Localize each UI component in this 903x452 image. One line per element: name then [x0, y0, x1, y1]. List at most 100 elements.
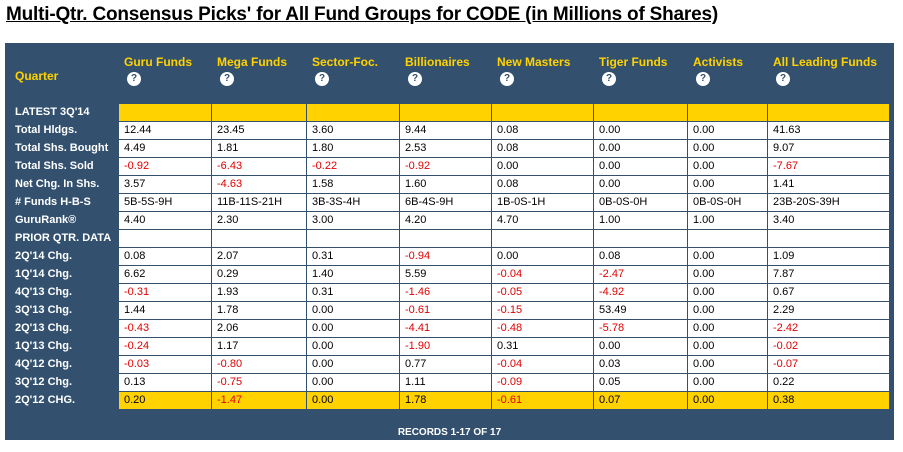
table-cell: 4.70 — [491, 211, 594, 230]
table-cell: 5.59 — [399, 265, 492, 284]
table-cell: 3.40 — [767, 211, 890, 230]
table-cell: 0.00 — [687, 175, 768, 194]
table-cell — [491, 229, 594, 248]
table-cell: 0.31 — [306, 283, 400, 302]
table-cell: 0.08 — [118, 247, 212, 266]
row-label: Total Shs. Bought — [9, 139, 119, 158]
column-header-label: Quarter — [15, 68, 59, 83]
table-cell: 1.78 — [399, 391, 492, 410]
consensus-table: Quarter Guru Funds? Mega Funds? Sector-Foc.… — [9, 47, 890, 410]
table-cell: 0.08 — [491, 121, 594, 140]
table-cell: 7.87 — [767, 265, 890, 284]
table-cell — [399, 103, 492, 122]
table-cell: 0.00 — [593, 337, 688, 356]
table-cell: 0.00 — [687, 265, 768, 284]
help-icon[interactable]: ? — [315, 72, 329, 86]
column-header-label: Mega Funds — [217, 55, 288, 69]
table-cell: 2.06 — [211, 319, 307, 338]
help-icon[interactable]: ? — [602, 72, 616, 86]
table-cell: 0.77 — [399, 355, 492, 374]
table-cell — [767, 229, 890, 248]
table-cell: -0.24 — [118, 337, 212, 356]
table-cell: 9.07 — [767, 139, 890, 158]
table-cell: 11B-11S-21H — [211, 193, 307, 212]
table-cell — [593, 229, 688, 248]
table-row: 1Q'13 Chg. -0.24 1.17 0.00 -1.90 0.31 0.00 0.00… — [9, 337, 890, 356]
row-label: Net Chg. In Shs. — [9, 175, 119, 194]
table-cell: -1.46 — [399, 283, 492, 302]
column-header-mega-funds: Mega Funds? — [211, 47, 307, 104]
table-cell: 23.45 — [211, 121, 307, 140]
help-icon[interactable]: ? — [776, 72, 790, 86]
table-cell: 0.00 — [687, 391, 768, 410]
table-cell: 0.00 — [306, 373, 400, 392]
table-cell: 1.81 — [211, 139, 307, 158]
help-icon[interactable]: ? — [127, 72, 141, 86]
table-cell: 4.49 — [118, 139, 212, 158]
column-header-new-masters: New Masters? — [491, 47, 594, 104]
row-label: # Funds H-B-S — [9, 193, 119, 212]
row-label: 2Q'12 CHG. — [9, 391, 119, 410]
table-cell: 12.44 — [118, 121, 212, 140]
table-cell — [491, 103, 594, 122]
table-row: 1Q'14 Chg. 6.62 0.29 1.40 5.59 -0.04 -2.47 0.00… — [9, 265, 890, 284]
row-label: 3Q'13 Chg. — [9, 301, 119, 320]
table-cell: 9.44 — [399, 121, 492, 140]
table-cell: 0.67 — [767, 283, 890, 302]
table-cell: 53.49 — [593, 301, 688, 320]
column-header-label: New Masters — [497, 55, 571, 69]
table-row: 3Q'12 Chg. 0.13 -0.75 0.00 1.11 -0.09 0.05 0.00… — [9, 373, 890, 392]
table-cell: 5B-5S-9H — [118, 193, 212, 212]
table-row: 2Q'12 CHG. 0.20 -1.47 0.00 1.78 -0.61 0.07 0.00… — [9, 391, 890, 410]
help-icon[interactable]: ? — [500, 72, 514, 86]
table-cell: -0.05 — [491, 283, 594, 302]
table-cell: 0.08 — [593, 247, 688, 266]
table-row: PRIOR QTR. DATA — [9, 229, 890, 248]
row-label: Total Hldgs. — [9, 121, 119, 140]
table-cell: -0.92 — [118, 157, 212, 176]
column-header-label: Guru Funds — [124, 55, 192, 69]
table-cell: 1.80 — [306, 139, 400, 158]
table-cell — [593, 103, 688, 122]
table-cell: 0.00 — [593, 121, 688, 140]
table-cell: 1.93 — [211, 283, 307, 302]
table-cell — [306, 103, 400, 122]
table-row: 3Q'13 Chg. 1.44 1.78 0.00 -0.61 -0.15 53.49 0.0… — [9, 301, 890, 320]
table-cell: 6.62 — [118, 265, 212, 284]
help-icon[interactable]: ? — [220, 72, 234, 86]
table-cell: 0.00 — [687, 283, 768, 302]
table-row: 4Q'13 Chg. -0.31 1.93 0.31 -1.46 -0.05 -4.92 0.… — [9, 283, 890, 302]
table-cell: -0.07 — [767, 355, 890, 374]
table-cell: 3.00 — [306, 211, 400, 230]
table-row: Total Hldgs. 12.44 23.45 3.60 9.44 0.08 0.00 0.… — [9, 121, 890, 140]
table-cell: 0.00 — [687, 373, 768, 392]
row-label: 2Q'13 Chg. — [9, 319, 119, 338]
column-header-activists: Activists? — [687, 47, 768, 104]
column-header-guru-funds: Guru Funds? — [118, 47, 212, 104]
table-cell: -4.92 — [593, 283, 688, 302]
help-icon[interactable]: ? — [696, 72, 710, 86]
table-cell: 6B-4S-9H — [399, 193, 492, 212]
table-cell: -4.41 — [399, 319, 492, 338]
table-cell: 1.17 — [211, 337, 307, 356]
table-row: Total Shs. Bought 4.49 1.81 1.80 2.53 0.08 0.0… — [9, 139, 890, 158]
row-label: 1Q'14 Chg. — [9, 265, 119, 284]
table-cell: -0.09 — [491, 373, 594, 392]
table-cell: 1.41 — [767, 175, 890, 194]
table-cell: -0.48 — [491, 319, 594, 338]
table-cell: 0.05 — [593, 373, 688, 392]
table-cell: -7.67 — [767, 157, 890, 176]
table-cell: 0.00 — [687, 247, 768, 266]
table-cell: 0.00 — [306, 391, 400, 410]
column-header-sector-foc: Sector-Foc.? — [306, 47, 400, 104]
table-cell: 0.00 — [491, 157, 594, 176]
table-cell: 0.07 — [593, 391, 688, 410]
table-cell: 0.00 — [687, 121, 768, 140]
table-cell: 0.31 — [491, 337, 594, 356]
table-cell: -0.02 — [767, 337, 890, 356]
table-cell: -0.80 — [211, 355, 307, 374]
table-cell: 0.20 — [118, 391, 212, 410]
row-label: Total Shs. Sold — [9, 157, 119, 176]
table-cell: 0.08 — [491, 175, 594, 194]
help-icon[interactable]: ? — [408, 72, 422, 86]
